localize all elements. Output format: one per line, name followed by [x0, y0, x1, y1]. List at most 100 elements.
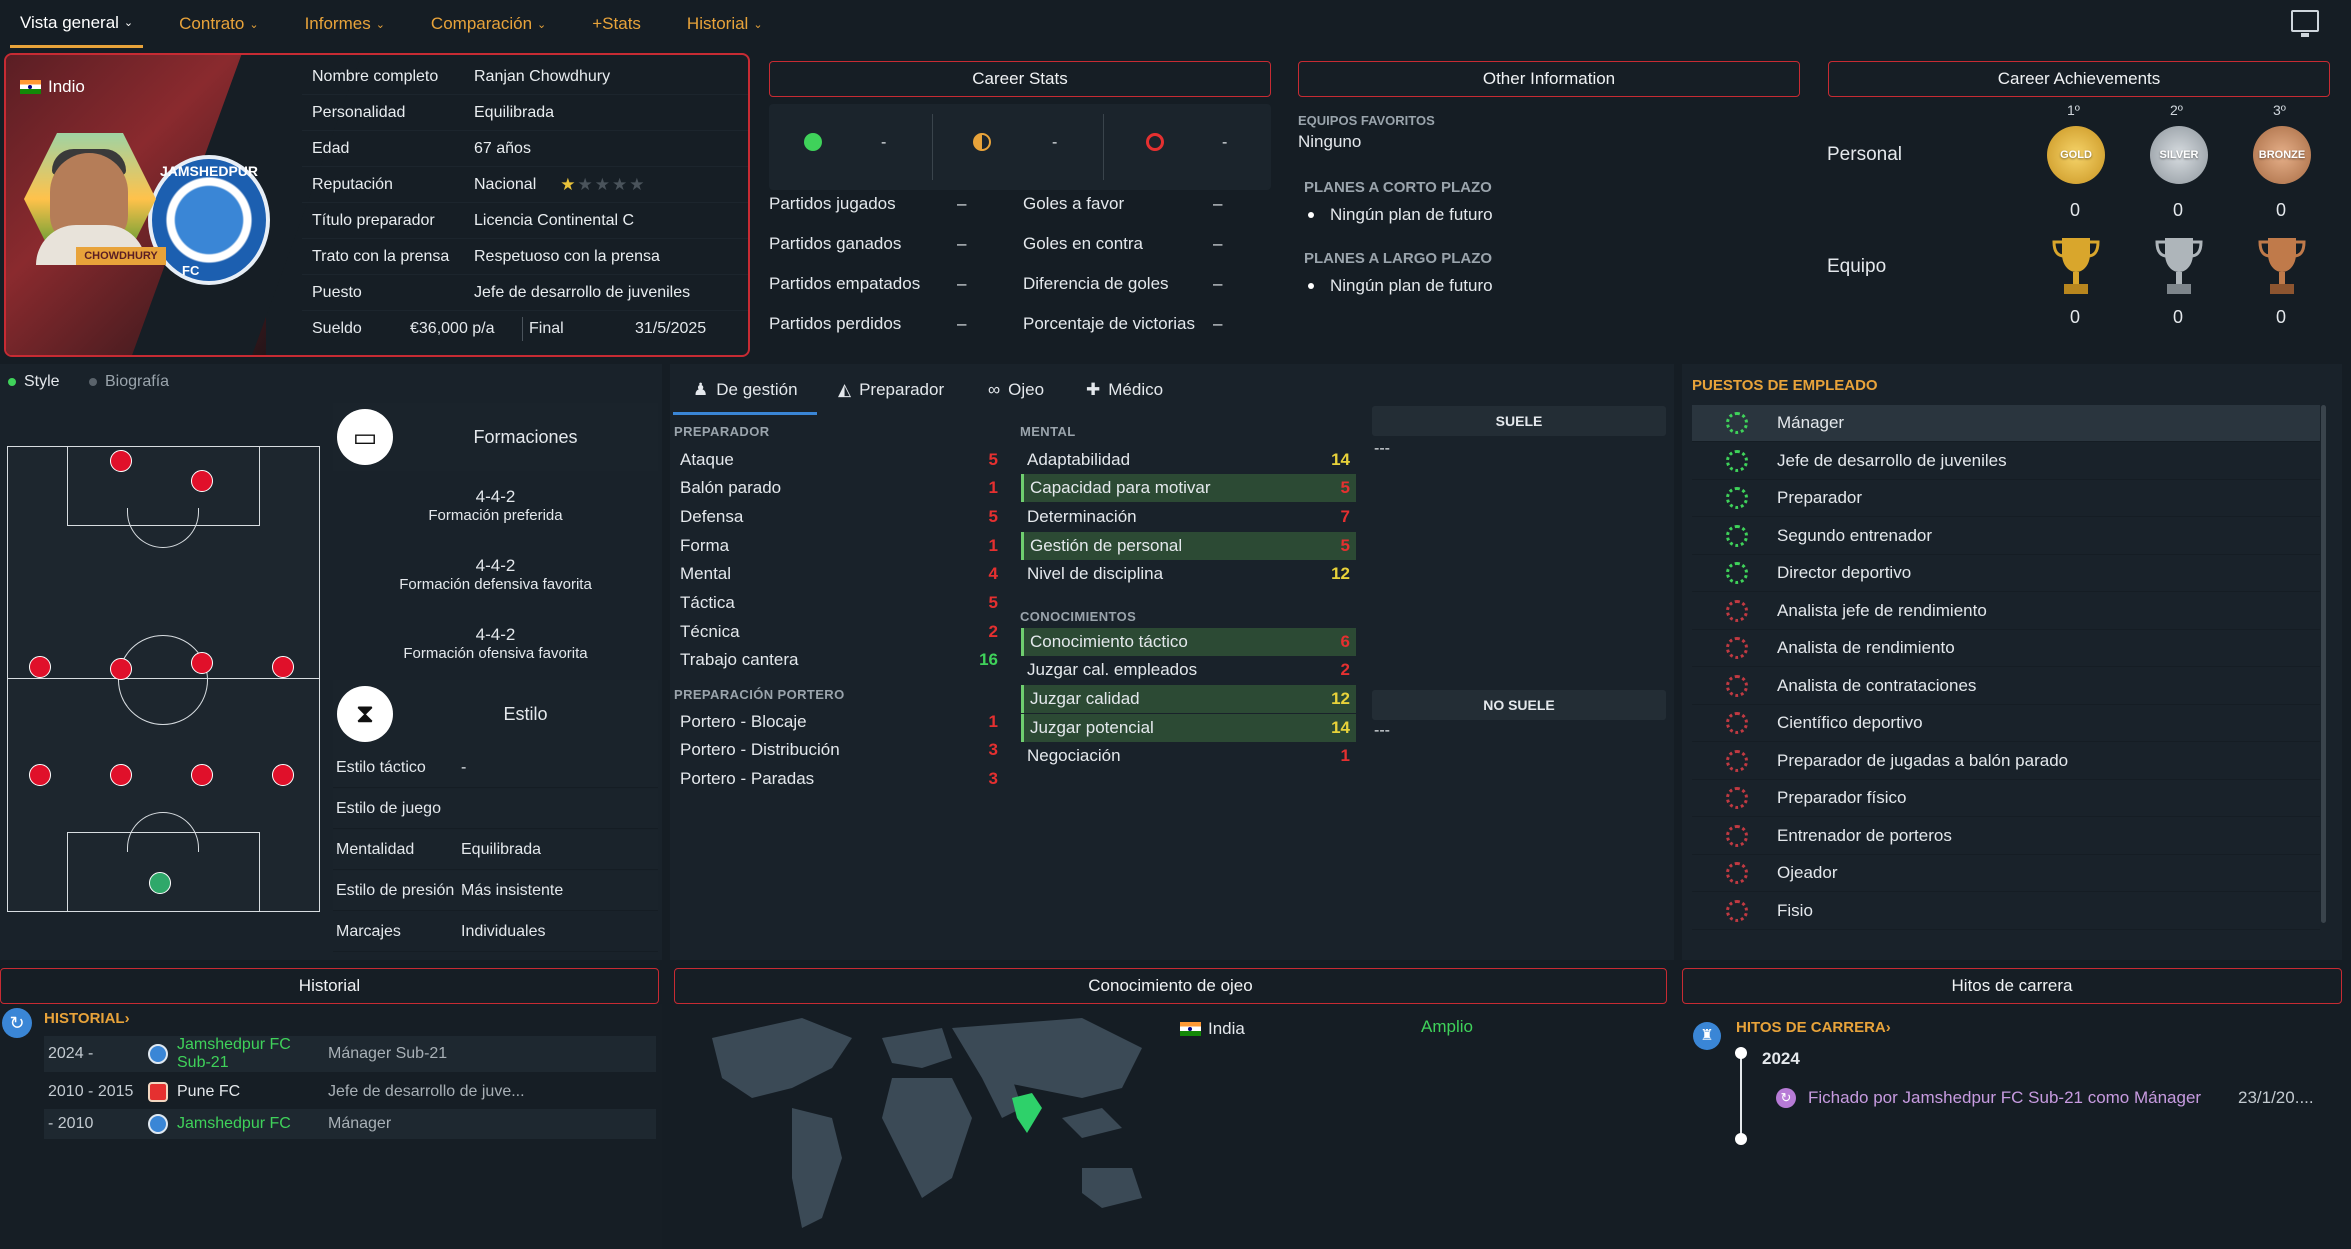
india-flag-icon [20, 80, 41, 94]
bronze-medal-icon: BRONZE [2253, 126, 2311, 184]
role-suitable-icon [1726, 524, 1748, 547]
nav-informes[interactable]: Informes ⌄ [304, 14, 385, 33]
career-stats-title: Career Stats [769, 61, 1271, 97]
dna-icon: ⧗ [337, 686, 393, 742]
nav-historial[interactable]: Historial ⌄ [686, 14, 763, 33]
nav-stats[interactable]: +Stats [592, 14, 641, 33]
bronze-trophy-icon [2258, 238, 2306, 294]
chevron-down-icon: ⌄ [123, 17, 134, 29]
role-unsuitable-icon [1726, 749, 1748, 772]
tab-de-gestion[interactable]: ♟ De gestión [693, 380, 798, 399]
role-unsuitable-icon [1726, 637, 1748, 659]
achievements-title: Career Achievements [1828, 61, 2330, 97]
whistle-icon: ◭ [838, 380, 852, 399]
tab-preparador[interactable]: ◭ Preparador [838, 380, 945, 399]
player-dot[interactable] [191, 764, 213, 786]
role-item[interactable]: Analista de contrataciones [1692, 668, 2320, 705]
role-item[interactable]: Analista de rendimiento [1692, 630, 2320, 667]
club-crest-icon [148, 1082, 168, 1102]
milestones-link[interactable]: HITOS DE CARRERA› [1736, 1019, 1891, 1036]
india-flag-icon [1180, 1022, 1201, 1036]
binoculars-icon: ∞ [988, 380, 1001, 399]
formation-defensive: 4-4-2 Formación defensiva favorita [399, 556, 592, 593]
profile-row: Nombre completo Ranjan Chowdhury [302, 59, 748, 95]
club-crest[interactable] [148, 155, 270, 285]
scrollbar[interactable] [2321, 405, 2326, 923]
tab-style[interactable]: Style [8, 373, 60, 391]
history-row[interactable]: - 2010 Jamshedpur FC Mánager [44, 1109, 656, 1139]
role-unsuitable-icon [1726, 787, 1748, 809]
role-item[interactable]: Segundo entrenador [1692, 518, 2320, 555]
world-map[interactable] [682, 1008, 1158, 1246]
role-suitable-icon [1726, 412, 1748, 434]
tab-biografia[interactable]: Biografía [89, 373, 169, 391]
style-header: ⧗ Estilo [333, 680, 658, 748]
nationality: Indio [20, 77, 85, 97]
formation-preferred: 4-4-2 Formación preferida [428, 487, 563, 524]
player-dot[interactable] [110, 658, 132, 680]
role-unsuitable-icon [1726, 674, 1748, 697]
historial-title: Historial [0, 968, 659, 1004]
history-row[interactable]: 2024 - Jamshedpur FC Sub-21 Mánager Sub-21 [44, 1036, 656, 1072]
role-item[interactable]: Jefe de desarrollo de juveniles [1692, 443, 2320, 480]
attribute-row: Forma 1 [680, 536, 998, 555]
chevron-down-icon: ⌄ [537, 18, 547, 31]
tab-medico[interactable]: ✚ Médico [1086, 380, 1164, 399]
player-dot[interactable] [272, 656, 294, 678]
role-item[interactable]: Preparador [1692, 480, 2320, 517]
role-item[interactable]: Ojeador [1692, 855, 2320, 892]
role-item[interactable]: Preparador físico [1692, 780, 2320, 817]
attribute-row: Juzgar calidad 12 [1021, 685, 1356, 713]
role-item[interactable]: Fisio [1692, 893, 2320, 930]
profile-row: Edad 67 años [302, 131, 748, 167]
tab-ojeo[interactable]: ∞ Ojeo [988, 380, 1045, 399]
gold-medal-icon: GOLD [2047, 126, 2105, 184]
attribute-row: Capacidad para motivar 5 [1021, 474, 1356, 502]
role-item[interactable]: Científico deportivo [1692, 705, 2320, 742]
player-dot[interactable] [29, 764, 51, 786]
historial-link[interactable]: HISTORIAL› [44, 1010, 130, 1027]
other-info-title: Other Information [1298, 61, 1800, 97]
role-item[interactable]: Mánager [1692, 405, 2320, 442]
milestone-event[interactable]: ↻ Fichado por Jamshedpur FC Sub-21 como … [1776, 1084, 2328, 1112]
player-dot[interactable] [29, 656, 51, 678]
attribute-row: Gestión de personal 5 [1021, 532, 1356, 560]
history-row[interactable]: 2010 - 2015 Pune FC Jefe de desarrollo de … [48, 1082, 525, 1102]
nav-vista-general[interactable]: Vista general ⌄ [10, 0, 144, 48]
attribute-row: Técnica 2 [680, 622, 998, 641]
role-item[interactable]: Preparador de jugadas a balón parado [1692, 743, 2320, 780]
player-dot[interactable] [272, 764, 294, 786]
monitor-icon[interactable] [2291, 10, 2319, 37]
no-suele-header: NO SUELE [1372, 690, 1666, 720]
career-stats-table: Partidos jugados – Goles a favor – Partidos… [769, 194, 1223, 333]
attribute-row: Mental 4 [680, 564, 998, 583]
player-dot[interactable] [110, 764, 132, 786]
role-suitable-icon [1726, 487, 1748, 509]
attribute-row: Negociación 1 [1027, 746, 1350, 765]
short-plan: Ningún plan de futuro [1308, 205, 1493, 225]
scouting-country[interactable]: India [1180, 1019, 1245, 1039]
nav-comparacion[interactable]: Comparación ⌄ [430, 14, 547, 33]
top-nav: Vista general ⌄ Contrato ⌄ Informes ⌄ Compa… [0, 0, 2351, 48]
formation-offensive: 4-4-2 Formación ofensiva favorita [403, 625, 588, 662]
attribute-row: Portero - Distribución 3 [680, 740, 998, 759]
role-item[interactable]: Analista jefe de rendimiento [1692, 593, 2320, 630]
role-item[interactable]: Entrenador de porteros [1692, 818, 2320, 855]
person-icon: ♟ [693, 380, 709, 399]
player-dot[interactable] [110, 450, 132, 472]
attribute-row: Nivel de disciplina 12 [1027, 564, 1350, 583]
attribute-row: Portero - Blocaje 1 [680, 712, 998, 731]
goalkeeper-dot[interactable] [149, 872, 171, 894]
style-row: Estilo de presión Más insistente [333, 871, 658, 911]
style-row: Mentalidad Equilibrada [333, 830, 658, 870]
suele-header: SUELE [1372, 406, 1666, 436]
chevron-down-icon: ⌄ [753, 18, 763, 31]
nav-contrato[interactable]: Contrato ⌄ [179, 14, 259, 33]
player-dot[interactable] [191, 652, 213, 674]
career-stats-summary: - - - [769, 104, 1271, 190]
player-dot[interactable] [191, 470, 213, 492]
profile-card: Indio JAMSHEDPUR FC CHOWDHURY Nombre com… [4, 53, 750, 357]
role-unsuitable-icon [1726, 899, 1748, 922]
attribute-row: Portero - Paradas 3 [680, 769, 998, 788]
role-item[interactable]: Director deportivo [1692, 555, 2320, 592]
